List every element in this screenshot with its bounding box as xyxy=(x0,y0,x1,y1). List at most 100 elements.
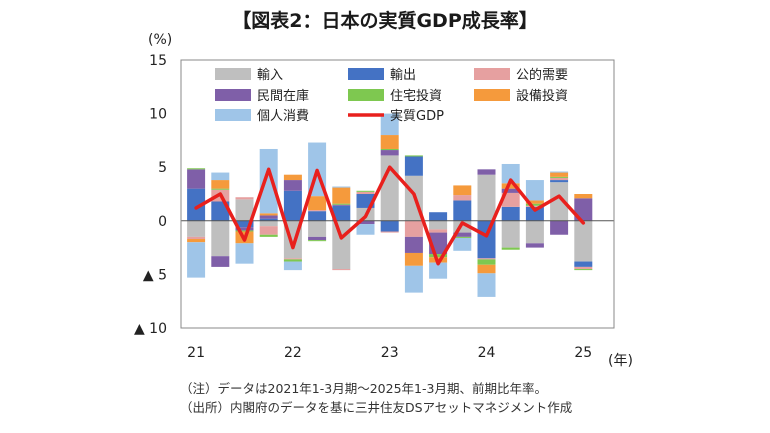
bar-segment-6-6 xyxy=(332,186,351,188)
bar-segment-3-8 xyxy=(380,150,399,156)
bar-segment-6-1 xyxy=(211,172,230,181)
bar-segment-5-4 xyxy=(283,174,302,181)
legend-label-2: 公的需要 xyxy=(516,67,568,83)
bar-segment-3-14 xyxy=(525,243,544,248)
bar-segment-3-11 xyxy=(453,232,472,237)
legend-label-4: 住宅投資 xyxy=(390,88,442,104)
bar-segment-3-2 xyxy=(235,227,254,231)
legend-label-1: 輸出 xyxy=(390,68,416,83)
x-tick-label-3: 24 xyxy=(478,345,496,361)
legend-label-0: 輸入 xyxy=(257,68,283,83)
bar-segment-4-1 xyxy=(211,188,230,190)
bar-segment-5-8 xyxy=(380,135,399,149)
bar-segment-0-11 xyxy=(453,220,472,233)
legend-swatch-3 xyxy=(215,89,251,101)
bar-segment-2-4 xyxy=(283,258,302,260)
y-axis-unit: (%) xyxy=(148,32,172,48)
series-line-gdp xyxy=(194,165,586,266)
bar-segment-4-11 xyxy=(453,236,472,238)
bar-segment-5-5 xyxy=(308,196,327,211)
bar-segment-5-15 xyxy=(550,172,569,177)
bar-segment-2-16 xyxy=(574,266,593,270)
bar-segment-4-8 xyxy=(380,148,399,151)
legend-swatch-6 xyxy=(215,109,251,121)
source-note: （出所）内閣府のデータを基に三井住友DSアセットマネジメント作成 xyxy=(180,400,573,415)
bar-segment-5-12 xyxy=(477,264,496,274)
bar-segment-3-12 xyxy=(477,169,496,175)
y-tick-label-5: ▲ 10 xyxy=(134,321,167,337)
bar-segment-1-16 xyxy=(574,261,593,267)
bar-segment-1-13 xyxy=(501,206,520,221)
bar-segment-1-8 xyxy=(380,220,399,232)
bar-segment-0-6 xyxy=(332,220,351,270)
y-tick-label-3: 0 xyxy=(158,214,167,230)
bar-segment-5-16 xyxy=(574,194,593,199)
bar-segment-2-13 xyxy=(501,192,520,207)
bar-segment-4-13 xyxy=(501,247,520,250)
plot-frame xyxy=(180,59,615,329)
bar-segment-2-15 xyxy=(550,177,569,181)
bar-segment-6-7 xyxy=(356,224,375,235)
bar-segment-6-9 xyxy=(404,265,423,293)
bar-segment-2-10 xyxy=(429,229,448,233)
bar-segment-0-3 xyxy=(259,220,278,227)
legend-label-7: 実質GDP xyxy=(390,108,444,124)
bar-segment-1-14 xyxy=(525,206,544,221)
bar-segment-4-12 xyxy=(477,259,496,265)
bar-segment-2-0 xyxy=(187,236,206,240)
bar-segment-5-6 xyxy=(332,187,351,204)
bar-segment-6-12 xyxy=(477,273,496,297)
bar-segment-3-6 xyxy=(332,204,351,206)
bar-segment-1-3 xyxy=(259,218,278,221)
bar-segment-2-6 xyxy=(332,269,351,271)
x-tick-label-4: 25 xyxy=(574,345,592,361)
bar-segment-3-13 xyxy=(501,188,520,193)
bar-segment-3-1 xyxy=(211,256,230,267)
bar-segment-1-15 xyxy=(550,180,569,183)
bar-segment-1-0 xyxy=(187,188,206,221)
x-axis-unit: (年) xyxy=(608,353,633,369)
bar-segment-6-2 xyxy=(235,243,254,264)
bar-segment-0-5 xyxy=(308,220,327,237)
bar-segment-2-14 xyxy=(525,205,544,207)
bar-segment-5-11 xyxy=(453,185,472,196)
bar-segment-0-0 xyxy=(187,220,206,237)
bar-segment-4-7 xyxy=(356,190,375,192)
legend-swatch-5 xyxy=(474,89,510,101)
bar-segment-0-12 xyxy=(477,174,496,221)
bar-segment-4-6 xyxy=(332,203,351,205)
bar-segment-2-9 xyxy=(404,220,423,237)
bar-segment-1-5 xyxy=(308,211,327,221)
bar-segment-6-3 xyxy=(259,148,278,214)
bar-segment-2-3 xyxy=(259,226,278,235)
chart-title: 【図表2：日本の実質GDP成長率】 xyxy=(232,10,538,32)
bar-segment-2-5 xyxy=(308,210,327,212)
bar-segment-1-10 xyxy=(429,212,448,221)
x-tick-label-2: 23 xyxy=(381,345,399,361)
legend-swatch-4 xyxy=(348,89,384,101)
bar-segment-5-0 xyxy=(187,239,206,243)
y-tick-label-2: 5 xyxy=(158,160,167,176)
bar-segment-4-0 xyxy=(187,168,206,170)
bar-segment-0-1 xyxy=(211,220,230,257)
bar-segment-6-10 xyxy=(429,262,448,279)
bar-segment-6-8 xyxy=(380,113,399,136)
bar-segment-5-1 xyxy=(211,180,230,189)
bar-segment-3-0 xyxy=(187,169,206,189)
bar-segment-1-2 xyxy=(235,220,254,228)
bar-segment-2-11 xyxy=(453,195,472,201)
bar-segment-6-15 xyxy=(550,171,569,173)
bar-segment-5-3 xyxy=(259,213,278,216)
bar-segment-0-2 xyxy=(235,199,254,221)
bar-segment-4-16 xyxy=(574,269,593,271)
bar-segment-0-8 xyxy=(380,155,399,221)
bar-segment-0-14 xyxy=(525,220,544,244)
bar-segment-0-15 xyxy=(550,182,569,221)
bar-segment-5-14 xyxy=(525,200,544,204)
legend-label-5: 設備投資 xyxy=(516,88,568,104)
bar-segment-2-8 xyxy=(380,231,399,233)
bar-segment-2-2 xyxy=(235,197,254,200)
bar-segment-2-12 xyxy=(477,258,496,260)
bar-segment-3-16 xyxy=(574,198,593,221)
